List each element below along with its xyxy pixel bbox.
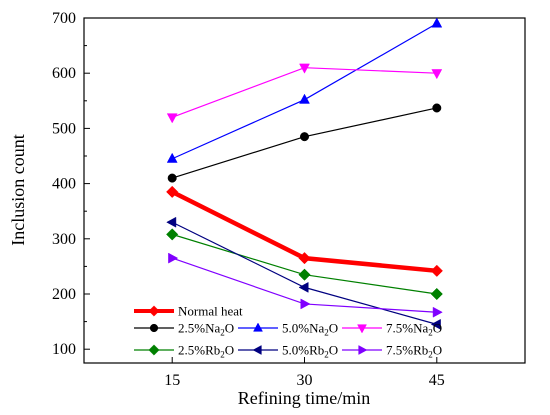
legend-marker [148,305,160,317]
x-tick-label: 30 [297,372,313,389]
series-0 [166,185,443,277]
data-point [432,103,442,113]
data-point [430,318,441,330]
y-axis-title: Inclusion count [8,134,28,245]
y-tick-label: 500 [52,120,76,137]
legend-label: Normal heat [178,304,243,319]
x-tick-label: 15 [164,372,180,389]
data-point [166,113,178,124]
y-tick-label: 300 [52,231,76,248]
legend-label: 5.0%Rb2O [282,343,338,360]
legend-label: 7.5%Na2O [386,321,442,338]
legend-entry: 7.5%Na2O [342,321,442,338]
series-line [171,67,437,118]
series-3 [166,63,443,124]
data-point [300,298,311,310]
axes: 15 30 45 100 200 300 400 500 600 700 [52,10,445,389]
legend-label: 7.5%Rb2O [386,343,442,360]
data-point [298,252,311,265]
data-point [298,268,311,281]
legend-label: 2.5%Rb2O [178,343,234,360]
legend-marker [252,345,262,355]
series-layer [166,17,443,330]
legend-entry: 5.0%Rb2O [238,343,338,360]
y-tick-label: 200 [52,286,76,303]
legend-entry: Normal heat [134,304,243,319]
data-point [298,281,309,293]
data-point [299,93,310,104]
data-point [430,264,443,277]
data-point [432,306,443,318]
series-1 [167,103,442,183]
y-tick-label: 700 [52,10,76,27]
legend-marker [148,344,160,356]
data-point [299,63,310,74]
legend-entry: 7.5%Rb2O [342,343,442,360]
data-point [430,287,443,301]
legend-marker [358,345,368,355]
series-line [172,107,437,179]
data-point [168,252,179,264]
data-point [431,17,443,28]
series-2 [166,17,443,163]
series-5 [166,216,441,330]
data-point [166,216,177,228]
legend-label: 2.5%Na2O [178,321,234,338]
legend-entry: 5.0%Na2O [238,321,338,338]
series-4 [166,228,443,301]
data-point [166,152,178,163]
legend: Normal heat 2.5%Na2O 5.0%Na2O 7.5%Na2O 2.5%R… [134,304,442,360]
x-tick-label: 45 [429,372,445,389]
data-point [300,132,309,142]
legend-marker [149,323,159,333]
legend-entry: 2.5%Rb2O [134,343,234,360]
data-point [166,228,179,241]
y-tick-label: 100 [52,341,76,358]
series-6 [168,252,443,318]
y-tick-label: 600 [52,65,76,82]
legend-entry: 2.5%Na2O [134,321,234,338]
x-axis-title: Refining time/min [238,388,371,408]
data-point [166,185,179,198]
y-tick-label: 400 [52,176,76,193]
legend-marker [253,322,263,332]
data-point [167,173,177,183]
legend-marker [357,324,367,334]
legend-label: 5.0%Na2O [282,321,338,338]
data-point [431,69,443,80]
